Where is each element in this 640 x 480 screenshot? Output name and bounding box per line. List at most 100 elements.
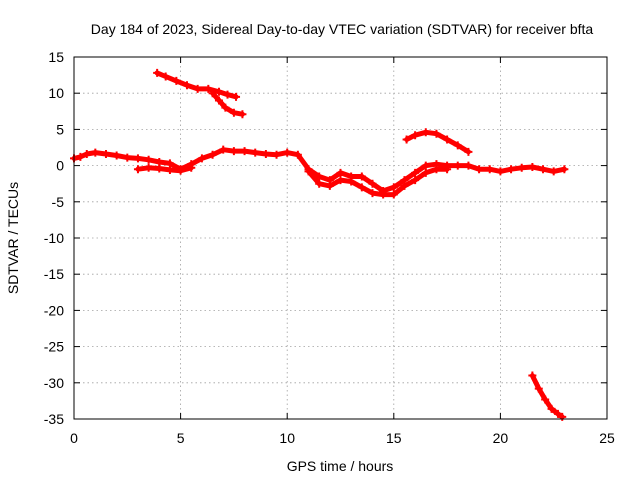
data-point [144, 155, 153, 164]
data-point [411, 168, 420, 177]
data-point [517, 163, 526, 172]
y-tick-label: 10 [48, 85, 64, 101]
data-point [315, 172, 324, 181]
data-point [325, 181, 334, 190]
data-point [453, 161, 462, 170]
data-point [411, 131, 420, 140]
data-point [208, 150, 217, 159]
data-point [176, 166, 185, 175]
x-tick-label: 0 [70, 430, 78, 446]
x-tick-label: 10 [279, 430, 295, 446]
data-point [464, 147, 473, 156]
data-point [214, 87, 223, 96]
data-point [193, 84, 202, 93]
data-point [528, 163, 537, 172]
data-point [219, 145, 228, 154]
data-point [475, 165, 484, 174]
data-point [507, 165, 516, 174]
data-point [187, 163, 196, 172]
data-point [400, 181, 409, 190]
y-tick-label: 0 [56, 158, 64, 174]
data-point [223, 90, 232, 99]
data-point [240, 147, 249, 156]
data-point [421, 168, 430, 177]
data-point [534, 384, 543, 393]
data-point [229, 108, 238, 117]
data-point [539, 165, 548, 174]
data-point [357, 183, 366, 192]
data-point [560, 165, 569, 174]
data-point [144, 163, 153, 172]
y-axis-label: SDTVAR / TECUs [5, 182, 21, 294]
data-point [541, 395, 550, 404]
data-point [379, 190, 388, 199]
data-point [204, 84, 213, 93]
chart-title: Day 184 of 2023, Sidereal Day-to-day VTE… [91, 21, 594, 37]
grid [74, 57, 607, 419]
data-point [336, 176, 345, 185]
y-tick-label: -15 [44, 266, 64, 282]
data-point [133, 154, 142, 163]
y-tick-label: -20 [44, 302, 64, 318]
data-point [283, 148, 292, 157]
data-point [485, 165, 494, 174]
data-point [172, 76, 181, 85]
data-point [153, 68, 162, 77]
data-point [101, 150, 110, 159]
x-axis-label: GPS time / hours [287, 458, 394, 474]
data-point [293, 150, 302, 159]
data-point [214, 96, 223, 105]
data-point [443, 165, 452, 174]
data-point [547, 404, 556, 413]
x-tick-label: 15 [386, 430, 402, 446]
y-tick-label: -25 [44, 339, 64, 355]
data-point [347, 177, 356, 186]
data-point [549, 167, 558, 176]
data-point [496, 167, 505, 176]
data-point [261, 150, 270, 159]
data-point [389, 183, 398, 192]
data-point [553, 409, 562, 418]
x-tick-label: 20 [493, 430, 509, 446]
x-tick-label: 25 [599, 430, 615, 446]
data-point [368, 179, 377, 188]
data-point [91, 148, 100, 157]
data-point [421, 161, 430, 170]
y-tick-label: -35 [44, 411, 64, 427]
data-point [165, 165, 174, 174]
data-point [123, 153, 132, 162]
y-tick-label: 5 [56, 121, 64, 137]
data-point [155, 164, 164, 173]
data-point [421, 128, 430, 137]
data-point [304, 167, 313, 176]
data-point [161, 72, 170, 81]
data-point [453, 141, 462, 150]
data-point [368, 189, 377, 198]
data-point [238, 110, 247, 119]
data-point [232, 92, 241, 101]
data-point [251, 148, 260, 157]
data-point [197, 154, 206, 163]
data-point [464, 161, 473, 170]
data-point [208, 89, 217, 98]
data-point [443, 135, 452, 144]
y-tick-label: -30 [44, 375, 64, 391]
data-point [432, 165, 441, 174]
axis-ticks: 0 5 10 15 20 25 15 10 5 0 -5 -10 -15 -20 -25 -30 -35 [44, 49, 615, 446]
data-point [357, 172, 366, 181]
y-tick-label: -10 [44, 230, 64, 246]
data-point [112, 151, 121, 160]
plot-area [70, 68, 569, 421]
data-point [432, 129, 441, 138]
data-point [528, 371, 537, 380]
data-point [315, 179, 324, 188]
data-point [336, 168, 345, 177]
data-point [389, 190, 398, 199]
y-tick-label: -5 [52, 194, 65, 210]
x-tick-label: 5 [177, 430, 185, 446]
data-point [221, 103, 230, 112]
y-tick-label: 15 [48, 49, 64, 65]
data-point [76, 152, 85, 161]
data-point [82, 150, 91, 159]
